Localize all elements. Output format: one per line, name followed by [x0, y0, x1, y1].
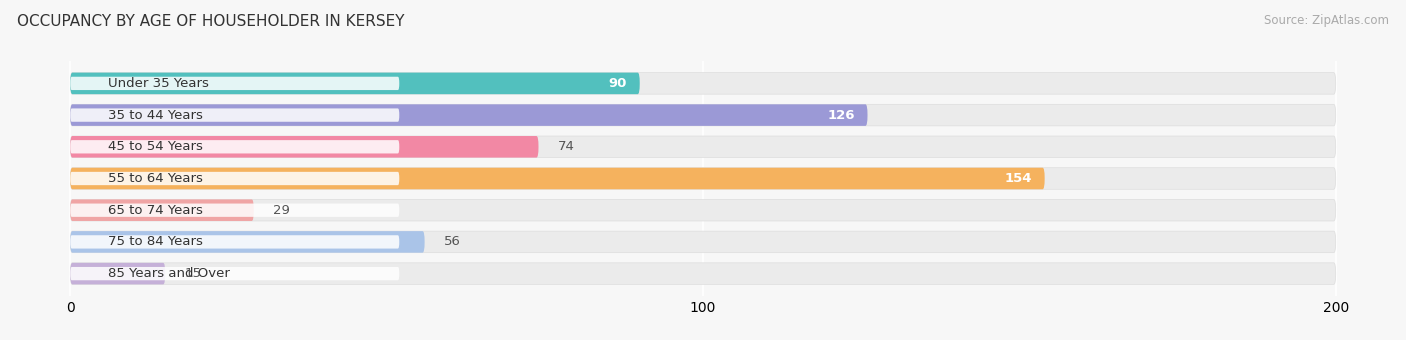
FancyBboxPatch shape	[70, 200, 254, 221]
Text: Source: ZipAtlas.com: Source: ZipAtlas.com	[1264, 14, 1389, 27]
FancyBboxPatch shape	[70, 168, 1336, 189]
FancyBboxPatch shape	[70, 73, 640, 94]
FancyBboxPatch shape	[70, 77, 399, 90]
Text: 154: 154	[1004, 172, 1032, 185]
FancyBboxPatch shape	[70, 235, 399, 249]
Text: 74: 74	[557, 140, 575, 153]
Text: OCCUPANCY BY AGE OF HOUSEHOLDER IN KERSEY: OCCUPANCY BY AGE OF HOUSEHOLDER IN KERSE…	[17, 14, 405, 29]
FancyBboxPatch shape	[70, 231, 425, 253]
Text: 90: 90	[609, 77, 627, 90]
Text: 75 to 84 Years: 75 to 84 Years	[108, 235, 202, 249]
Text: 126: 126	[827, 108, 855, 122]
FancyBboxPatch shape	[70, 104, 868, 126]
FancyBboxPatch shape	[70, 263, 1336, 284]
Text: 65 to 74 Years: 65 to 74 Years	[108, 204, 202, 217]
Text: 85 Years and Over: 85 Years and Over	[108, 267, 231, 280]
FancyBboxPatch shape	[70, 231, 1336, 253]
Text: 56: 56	[444, 235, 461, 249]
FancyBboxPatch shape	[70, 263, 166, 284]
Text: Under 35 Years: Under 35 Years	[108, 77, 209, 90]
FancyBboxPatch shape	[70, 267, 399, 280]
FancyBboxPatch shape	[70, 200, 1336, 221]
FancyBboxPatch shape	[70, 204, 399, 217]
Text: 29: 29	[273, 204, 290, 217]
FancyBboxPatch shape	[70, 104, 1336, 126]
Text: 15: 15	[184, 267, 201, 280]
FancyBboxPatch shape	[70, 136, 538, 157]
Text: 55 to 64 Years: 55 to 64 Years	[108, 172, 202, 185]
Text: 35 to 44 Years: 35 to 44 Years	[108, 108, 202, 122]
Text: 45 to 54 Years: 45 to 54 Years	[108, 140, 202, 153]
FancyBboxPatch shape	[70, 136, 1336, 157]
FancyBboxPatch shape	[70, 140, 399, 153]
FancyBboxPatch shape	[70, 168, 1045, 189]
FancyBboxPatch shape	[70, 73, 1336, 94]
FancyBboxPatch shape	[70, 172, 399, 185]
FancyBboxPatch shape	[70, 108, 399, 122]
